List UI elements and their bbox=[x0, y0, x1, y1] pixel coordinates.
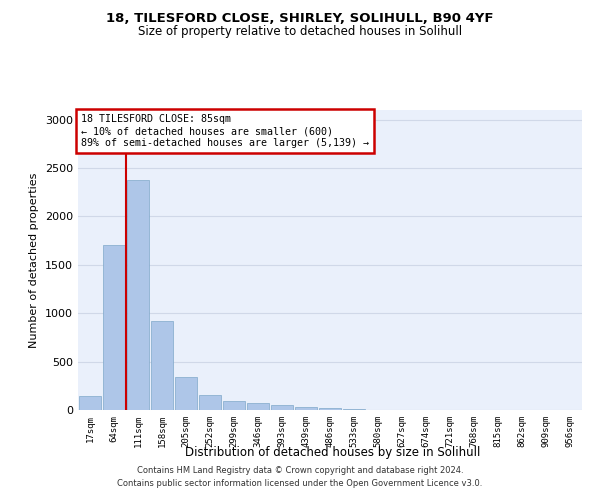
Text: Distribution of detached houses by size in Solihull: Distribution of detached houses by size … bbox=[185, 446, 481, 459]
Text: 18, TILESFORD CLOSE, SHIRLEY, SOLIHULL, B90 4YF: 18, TILESFORD CLOSE, SHIRLEY, SOLIHULL, … bbox=[106, 12, 494, 26]
Text: Size of property relative to detached houses in Solihull: Size of property relative to detached ho… bbox=[138, 25, 462, 38]
Text: 18 TILESFORD CLOSE: 85sqm
← 10% of detached houses are smaller (600)
89% of semi: 18 TILESFORD CLOSE: 85sqm ← 10% of detac… bbox=[80, 114, 368, 148]
Bar bbox=[247, 403, 269, 410]
Bar bbox=[295, 407, 317, 410]
Text: Contains HM Land Registry data © Crown copyright and database right 2024.
Contai: Contains HM Land Registry data © Crown c… bbox=[118, 466, 482, 487]
Bar bbox=[199, 394, 221, 410]
Bar bbox=[175, 377, 197, 410]
Bar bbox=[271, 405, 293, 410]
Bar bbox=[343, 409, 365, 410]
Bar bbox=[79, 396, 101, 410]
Bar bbox=[127, 180, 149, 410]
Bar bbox=[223, 402, 245, 410]
Bar bbox=[151, 321, 173, 410]
Y-axis label: Number of detached properties: Number of detached properties bbox=[29, 172, 40, 348]
Bar bbox=[319, 408, 341, 410]
Bar bbox=[103, 246, 125, 410]
